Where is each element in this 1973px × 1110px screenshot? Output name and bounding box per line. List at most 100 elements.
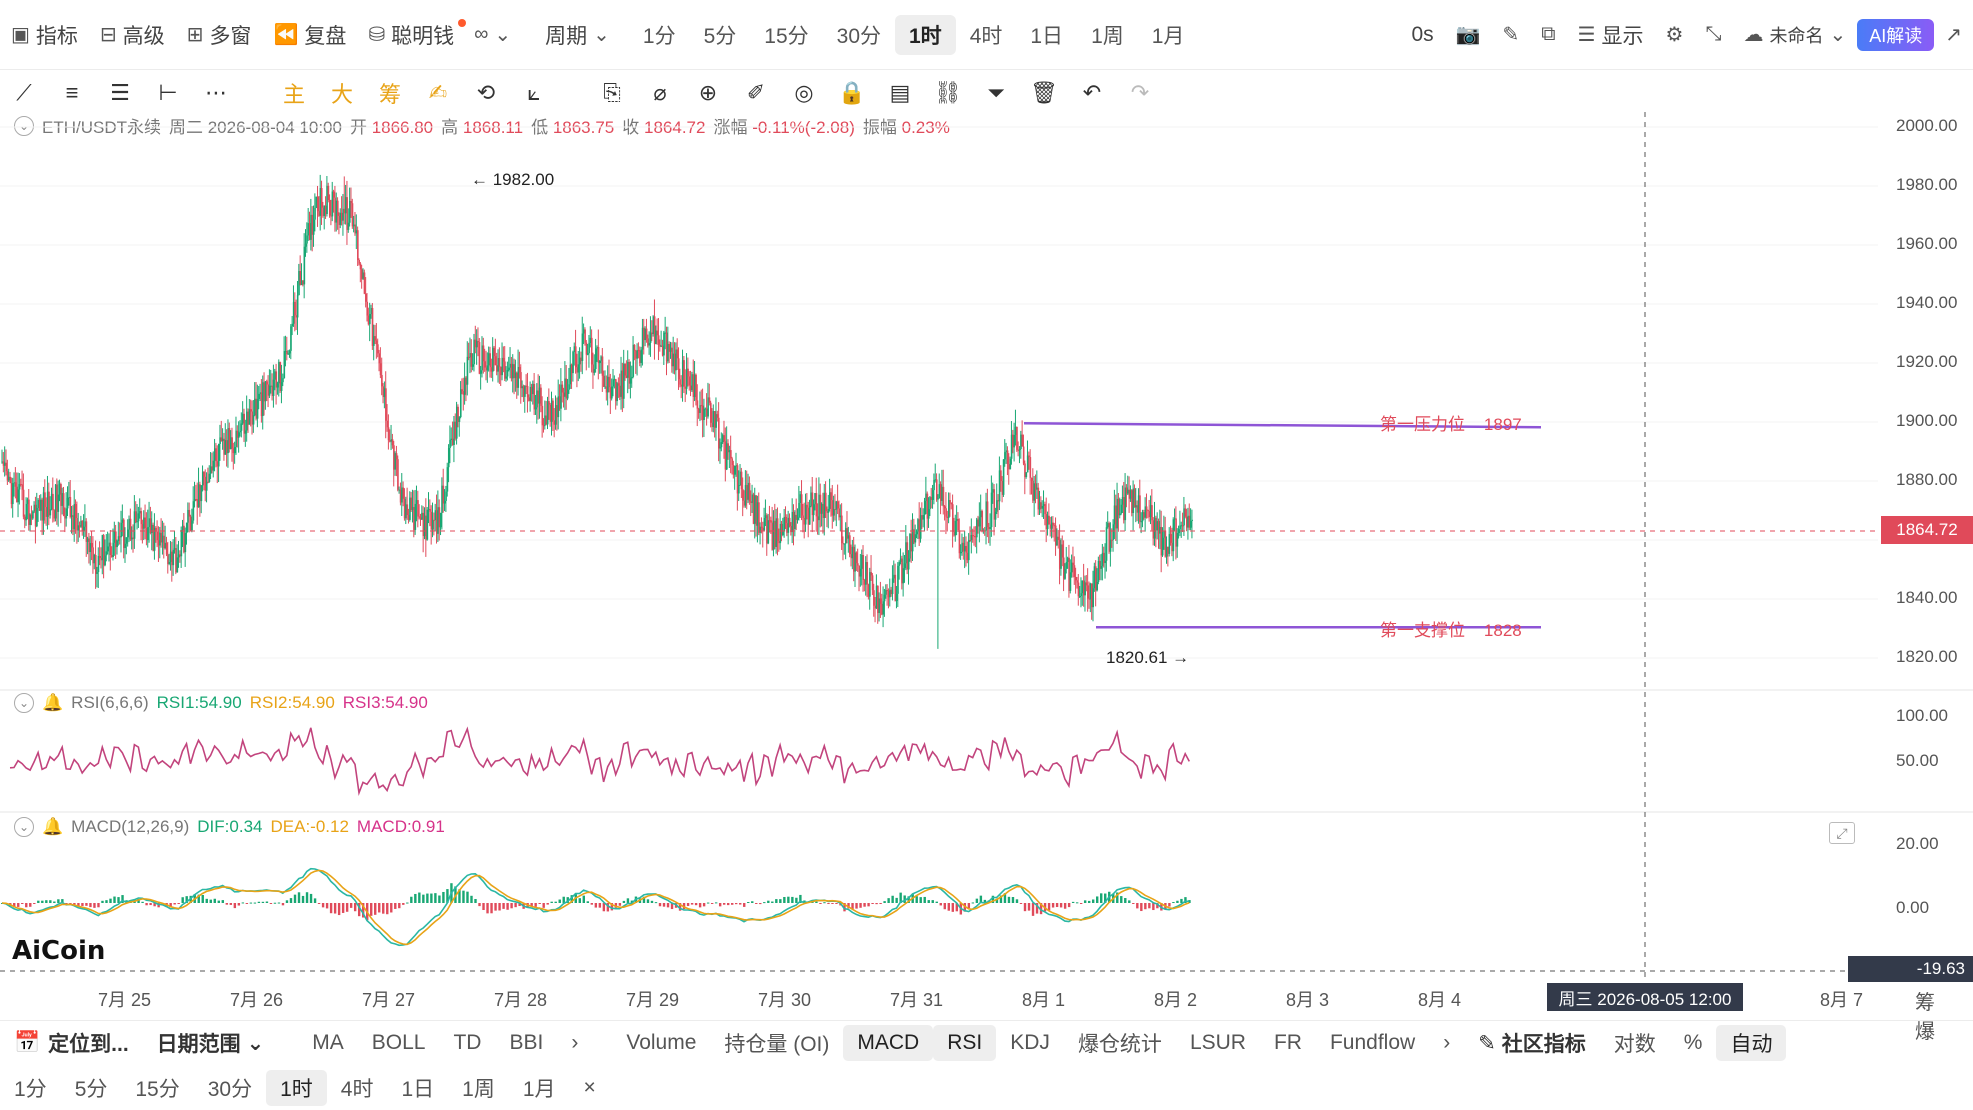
bookmark-icon[interactable]: ⎘ bbox=[603, 80, 621, 105]
bell-icon[interactable]: 🔔 bbox=[42, 817, 64, 836]
collapse-toggle-icon[interactable]: ⌄ bbox=[14, 817, 34, 837]
layout-dropdown[interactable]: ☁ 未命名 ⌄ bbox=[1743, 24, 1847, 46]
main-indicator-boll[interactable]: BOLL bbox=[371, 1031, 426, 1054]
display-button[interactable]: ☰ 显示 bbox=[1577, 24, 1644, 48]
candle-body bbox=[208, 473, 211, 482]
ai-analysis-button[interactable]: AI解读 bbox=[1857, 18, 1935, 51]
bottom-period-tab[interactable]: 15分 bbox=[135, 1077, 180, 1101]
new-window-button[interactable]: ⧉ bbox=[1530, 15, 1566, 55]
main-force-icon[interactable]: 主 bbox=[282, 82, 305, 107]
bell-icon[interactable]: 🔔 bbox=[42, 693, 64, 712]
bottom-period-tab[interactable]: 1月 bbox=[522, 1077, 556, 1101]
sub-indicator-tab[interactable]: Volume bbox=[626, 1031, 697, 1054]
collapse-toggle-icon[interactable]: ⌄ bbox=[14, 115, 34, 136]
expand-icon[interactable]: ⤢ bbox=[1829, 822, 1855, 844]
collapse-toggle-icon[interactable]: ⌄ bbox=[14, 693, 34, 713]
close-button[interactable]: × bbox=[583, 1075, 596, 1099]
chevron-right-icon[interactable]: › bbox=[571, 1031, 579, 1054]
sub-indicator-tab[interactable]: MACD bbox=[843, 1025, 934, 1061]
bottom-period-tab[interactable]: 30分 bbox=[207, 1077, 253, 1101]
redo-icon[interactable]: ↷ bbox=[1130, 80, 1150, 105]
undo-icon[interactable]: ↶ bbox=[1082, 80, 1102, 105]
lock-icon[interactable]: 🔒 bbox=[838, 80, 866, 105]
sub-indicator-tab[interactable]: Fundflow bbox=[1329, 1031, 1416, 1054]
horizontal-ray-tool-icon[interactable]: ⊢ bbox=[158, 80, 178, 105]
resistance-line[interactable] bbox=[1023, 422, 1542, 429]
multi-window-button[interactable]: ⊞ 多窗 bbox=[186, 24, 252, 48]
period-tab[interactable]: 15分 bbox=[764, 24, 809, 48]
share-button[interactable]: ↗ bbox=[1934, 15, 1973, 55]
draw-button[interactable]: ✎ bbox=[1492, 15, 1531, 55]
axis-right-labels[interactable]: 筹 爆 bbox=[1915, 992, 1945, 1043]
replay-button[interactable]: ⏪ 复盘 bbox=[273, 24, 347, 48]
date-range-dropdown[interactable]: 日期范围 ⌄ bbox=[156, 1031, 265, 1057]
period-tab[interactable]: 1月 bbox=[1151, 24, 1185, 48]
macd-bar bbox=[490, 903, 493, 914]
settings-button[interactable]: ⚙ bbox=[1655, 15, 1695, 55]
indicators-button[interactable]: ▣ 指标 bbox=[11, 24, 78, 48]
locate-button[interactable]: 📅 定位到... bbox=[14, 1031, 129, 1056]
candle-body bbox=[478, 342, 481, 374]
bottom-period-tab[interactable]: 1分 bbox=[14, 1077, 47, 1101]
chip-icon[interactable]: 筹 bbox=[378, 82, 401, 107]
filter-icon[interactable]: ⏷ bbox=[987, 80, 1005, 105]
more-tools-icon[interactable]: ⋯ bbox=[205, 80, 227, 105]
sub-indicator-tab[interactable]: KDJ bbox=[1010, 1031, 1050, 1054]
period-tab[interactable]: 30分 bbox=[836, 24, 881, 48]
camera-button[interactable]: 📷 bbox=[1445, 15, 1492, 55]
log-scale-button[interactable]: 对数 bbox=[1613, 1033, 1656, 1056]
bottom-period-tab[interactable]: 1日 bbox=[401, 1077, 435, 1101]
sub-indicator-tab[interactable]: 爆仓统计 bbox=[1077, 1033, 1162, 1056]
hide-icon[interactable]: ◎ bbox=[794, 80, 814, 105]
measure-icon[interactable]: ⟀ bbox=[527, 80, 541, 105]
percent-scale-button[interactable]: % bbox=[1683, 1031, 1703, 1054]
sub-indicator-tab[interactable]: 持仓量 (OI) bbox=[724, 1033, 830, 1056]
trash-icon[interactable]: 🗑 bbox=[1030, 80, 1058, 105]
brush-icon[interactable]: ✐ bbox=[746, 80, 766, 105]
main-indicator-bbi[interactable]: BBI bbox=[509, 1031, 544, 1054]
edit-drawing-icon[interactable]: ✍ bbox=[428, 80, 448, 105]
sub-indicator-tab[interactable]: LSUR bbox=[1189, 1031, 1246, 1054]
period-tab[interactable]: 1周 bbox=[1091, 24, 1124, 48]
sub-indicator-tab[interactable]: FR bbox=[1273, 1031, 1302, 1054]
horizontal-lines-tool-icon[interactable]: ☰ bbox=[110, 80, 130, 105]
period-dropdown[interactable]: 周期 ⌄ bbox=[545, 24, 610, 48]
auto-scale-button[interactable]: 自动 bbox=[1716, 1025, 1787, 1061]
trendline-tool-icon[interactable]: ⟋ bbox=[16, 80, 32, 105]
main-indicator-td[interactable]: TD bbox=[453, 1031, 482, 1054]
big-order-icon[interactable]: 大 bbox=[330, 82, 353, 107]
candle-body bbox=[742, 489, 744, 501]
period-tab[interactable]: 5分 bbox=[703, 24, 737, 48]
macd-bar bbox=[374, 903, 377, 915]
period-tab[interactable]: 1日 bbox=[1030, 24, 1064, 48]
zoom-icon[interactable]: ⊕ bbox=[698, 80, 718, 105]
bottom-period-tab[interactable]: 5分 bbox=[74, 1077, 108, 1101]
candle-body bbox=[441, 485, 443, 513]
main-indicator-ma[interactable]: MA bbox=[312, 1031, 344, 1054]
candle-body bbox=[675, 349, 677, 371]
period-tab[interactable]: 1分 bbox=[642, 24, 676, 48]
fullscreen-button[interactable]: ⤡ bbox=[1694, 15, 1732, 55]
bottom-period-tab[interactable]: 1周 bbox=[462, 1077, 495, 1101]
community-indicators-button[interactable]: ✎ 社区指标 bbox=[1478, 1031, 1586, 1057]
candle-body bbox=[1064, 568, 1066, 579]
smart-money-button[interactable]: ⛁ 聪明钱 ∞ ⌄ bbox=[357, 15, 522, 55]
rsi-info: ⌄ 🔔 RSI(6,6,6) RSI1:54.90 RSI2:54.90 RSI… bbox=[14, 693, 428, 713]
price-chart[interactable] bbox=[0, 112, 1973, 982]
candle-body bbox=[310, 214, 312, 240]
parallel-lines-tool-icon[interactable]: ≡ bbox=[65, 80, 79, 105]
advanced-button[interactable]: ⊟ 高级 bbox=[99, 24, 165, 48]
bottom-period-tab[interactable]: 4时 bbox=[340, 1077, 374, 1101]
template-icon[interactable]: ▤ bbox=[889, 80, 911, 105]
macd-bar bbox=[462, 890, 465, 903]
magnet-icon[interactable]: ⟲ bbox=[476, 80, 496, 105]
sub-indicator-tab[interactable]: RSI bbox=[933, 1025, 997, 1061]
ruler-icon[interactable]: ⌀ bbox=[653, 80, 667, 105]
bottom-period-tab[interactable]: 1时 bbox=[266, 1069, 327, 1106]
period-tab[interactable]: 1时 bbox=[895, 14, 956, 55]
period-tab[interactable]: 4时 bbox=[969, 24, 1003, 48]
link-icon[interactable]: ⛓ bbox=[934, 80, 962, 105]
chevron-right-icon[interactable]: › bbox=[1443, 1031, 1451, 1054]
candle-body bbox=[284, 351, 287, 353]
macd-bar bbox=[562, 896, 565, 903]
